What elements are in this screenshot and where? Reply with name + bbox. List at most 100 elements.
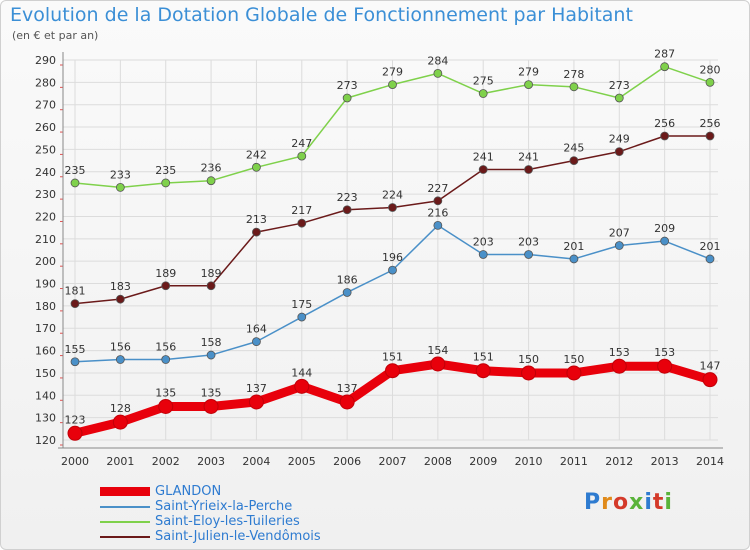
legend-label: Saint-Julien-le-Vendômois bbox=[155, 529, 321, 544]
data-label-glandon: 137 bbox=[337, 382, 358, 395]
data-point-saint-julien-le-vend-mois bbox=[342, 205, 352, 215]
data-point-saint-yrieix-la-perche bbox=[206, 350, 216, 360]
data-point-saint-eloy-les-tuileries bbox=[297, 151, 307, 161]
data-label-glandon: 154 bbox=[427, 344, 448, 357]
y-tick-label: 130 bbox=[35, 412, 56, 425]
legend-label: Saint-Eloy-les-Tuileries bbox=[155, 514, 300, 529]
data-point-saint-eloy-les-tuileries bbox=[478, 89, 488, 98]
data-point-glandon bbox=[294, 378, 310, 394]
data-point-glandon bbox=[339, 394, 355, 410]
data-point-glandon bbox=[385, 363, 400, 379]
y-tick-label: 230 bbox=[35, 188, 56, 201]
data-point-saint-yrieix-la-perche bbox=[614, 241, 624, 250]
y-tick-label: 250 bbox=[35, 143, 56, 156]
y-tick-label: 120 bbox=[35, 434, 56, 447]
y-tick-label: 200 bbox=[35, 255, 56, 268]
data-label-saint-yrieix-la-perche: 203 bbox=[518, 235, 539, 248]
data-label-saint-eloy-les-tuileries: 235 bbox=[155, 164, 176, 177]
data-point-saint-eloy-les-tuileries bbox=[388, 80, 397, 89]
data-point-saint-julien-le-vend-mois bbox=[115, 294, 125, 304]
data-point-saint-yrieix-la-perche bbox=[297, 312, 307, 322]
data-label-saint-julien-le-vend-mois: 249 bbox=[609, 133, 630, 146]
legend-swatch bbox=[100, 506, 150, 508]
data-point-saint-eloy-les-tuileries bbox=[705, 77, 715, 87]
x-tick-label: 2007 bbox=[379, 455, 407, 468]
data-label-saint-yrieix-la-perche: 186 bbox=[337, 273, 358, 286]
legend-swatch bbox=[100, 487, 150, 496]
data-label-saint-eloy-les-tuileries: 275 bbox=[473, 75, 494, 88]
data-label-saint-julien-le-vend-mois: 245 bbox=[563, 142, 584, 155]
data-point-saint-julien-le-vend-mois bbox=[660, 131, 670, 141]
data-label-saint-yrieix-la-perche: 155 bbox=[65, 343, 86, 356]
y-tick-label: 240 bbox=[35, 166, 56, 179]
legend-swatch bbox=[100, 521, 150, 523]
data-label-saint-eloy-les-tuileries: 233 bbox=[110, 168, 131, 181]
legend-label: Saint-Yrieix-la-Perche bbox=[155, 499, 293, 514]
data-label-saint-julien-le-vend-mois: 241 bbox=[473, 151, 494, 164]
data-label-saint-julien-le-vend-mois: 189 bbox=[155, 267, 176, 280]
x-tick-label: 2001 bbox=[106, 455, 134, 468]
data-label-saint-yrieix-la-perche: 207 bbox=[609, 227, 630, 240]
data-label-saint-eloy-les-tuileries: 279 bbox=[518, 66, 539, 79]
data-point-saint-eloy-les-tuileries bbox=[614, 93, 624, 103]
data-label-glandon: 123 bbox=[65, 413, 86, 426]
data-label-saint-yrieix-la-perche: 216 bbox=[427, 206, 448, 219]
data-label-saint-julien-le-vend-mois: 213 bbox=[246, 213, 267, 226]
data-point-saint-yrieix-la-perche bbox=[705, 254, 715, 264]
y-tick-label: 190 bbox=[35, 278, 56, 291]
data-point-saint-yrieix-la-perche bbox=[388, 265, 397, 275]
data-point-glandon bbox=[112, 414, 128, 430]
data-point-saint-eloy-les-tuileries bbox=[70, 178, 80, 188]
data-label-saint-yrieix-la-perche: 209 bbox=[654, 222, 675, 235]
y-tick-label: 260 bbox=[35, 121, 56, 134]
data-label-saint-julien-le-vend-mois: 256 bbox=[654, 117, 675, 130]
data-point-glandon bbox=[566, 365, 582, 381]
data-label-glandon: 150 bbox=[563, 353, 584, 366]
data-label-saint-eloy-les-tuileries: 284 bbox=[427, 54, 448, 67]
data-label-saint-julien-le-vend-mois: 189 bbox=[201, 267, 222, 280]
data-point-saint-yrieix-la-perche bbox=[342, 288, 352, 297]
data-label-saint-julien-le-vend-mois: 256 bbox=[700, 117, 721, 130]
data-point-saint-julien-le-vend-mois bbox=[252, 227, 261, 237]
data-label-saint-eloy-les-tuileries: 273 bbox=[609, 79, 630, 92]
x-tick-label: 2000 bbox=[61, 455, 89, 468]
y-tick-label: 280 bbox=[35, 76, 56, 89]
proxiti-logo: Proxiti bbox=[584, 490, 673, 515]
data-point-glandon bbox=[475, 363, 491, 379]
logo-letter: i bbox=[644, 490, 653, 515]
data-point-saint-julien-le-vend-mois bbox=[297, 218, 307, 228]
data-point-saint-eloy-les-tuileries bbox=[660, 62, 670, 72]
logo-letter: x bbox=[629, 490, 645, 515]
data-label-saint-julien-le-vend-mois: 183 bbox=[110, 280, 131, 293]
data-label-saint-eloy-les-tuileries: 236 bbox=[201, 162, 222, 175]
data-point-saint-julien-le-vend-mois bbox=[478, 165, 488, 174]
y-tick-label: 210 bbox=[35, 233, 56, 246]
data-point-glandon bbox=[67, 425, 83, 441]
y-tick-label: 270 bbox=[35, 99, 56, 112]
data-point-saint-yrieix-la-perche bbox=[115, 355, 125, 364]
chart-title: Evolution de la Dotation Globale de Fonc… bbox=[10, 4, 633, 26]
data-point-glandon bbox=[430, 356, 446, 372]
data-label-glandon: 151 bbox=[382, 351, 403, 364]
x-tick-label: 2009 bbox=[469, 455, 497, 468]
data-point-saint-julien-le-vend-mois bbox=[705, 131, 715, 141]
data-label-saint-eloy-les-tuileries: 242 bbox=[246, 148, 267, 161]
y-tick-label: 150 bbox=[35, 367, 56, 380]
data-point-saint-eloy-les-tuileries bbox=[115, 183, 125, 192]
data-label-glandon: 150 bbox=[518, 353, 539, 366]
data-label-saint-yrieix-la-perche: 196 bbox=[382, 251, 403, 264]
data-point-glandon bbox=[248, 394, 264, 410]
data-label-saint-eloy-les-tuileries: 287 bbox=[654, 48, 675, 61]
logo-letter: r bbox=[601, 490, 613, 515]
data-label-saint-eloy-les-tuileries: 235 bbox=[65, 164, 86, 177]
data-label-saint-eloy-les-tuileries: 278 bbox=[563, 68, 584, 81]
data-label-saint-julien-le-vend-mois: 227 bbox=[427, 182, 448, 195]
data-point-saint-julien-le-vend-mois bbox=[569, 156, 579, 165]
data-point-saint-yrieix-la-perche bbox=[569, 254, 579, 264]
y-tick-label: 290 bbox=[35, 54, 56, 67]
data-point-glandon bbox=[702, 372, 718, 388]
y-tick-label: 220 bbox=[35, 210, 56, 223]
data-point-saint-yrieix-la-perche bbox=[161, 355, 171, 364]
data-point-glandon bbox=[158, 398, 174, 414]
